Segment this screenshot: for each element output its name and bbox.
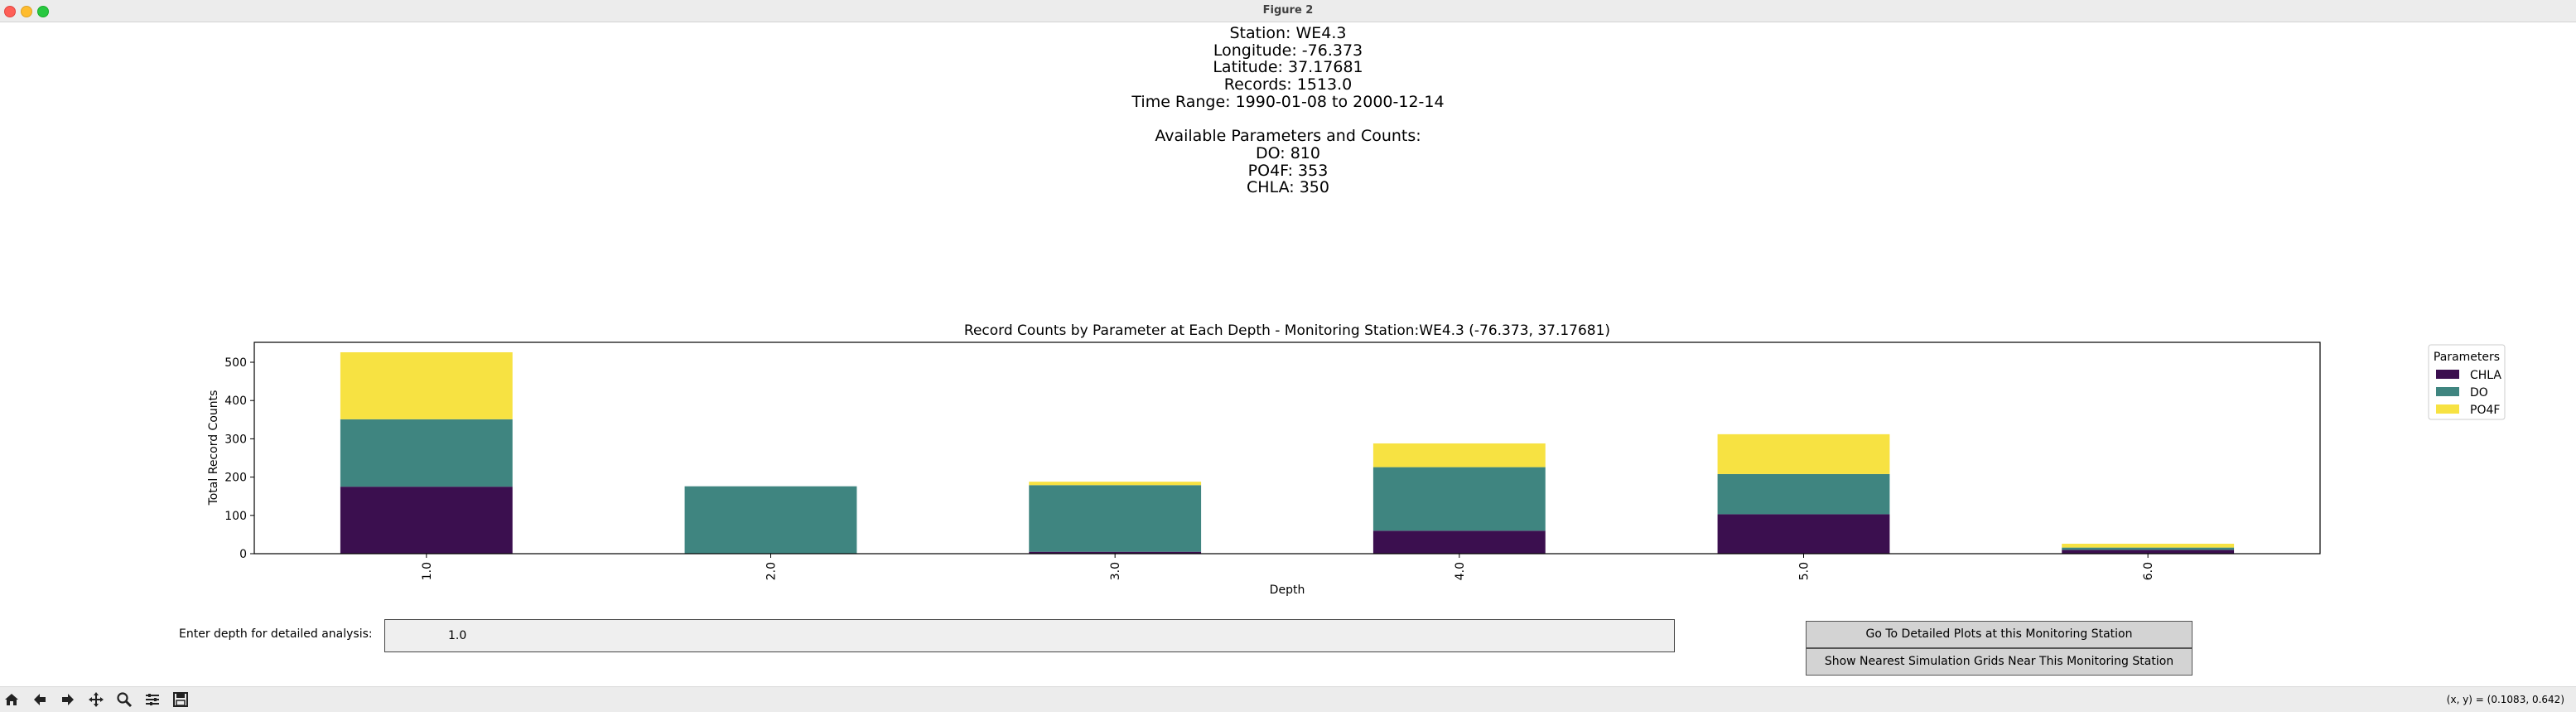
y-tick-label: 0 (239, 548, 247, 561)
record-counts-chart: Record Counts by Parameter at Each Depth… (207, 322, 2506, 597)
x-tick-label: 6.0 (2142, 562, 2155, 580)
param-count-po4f: PO4F: 353 (1247, 161, 1329, 180)
window-title: Figure 2 (1262, 4, 1314, 17)
bar-po4f-depth-6.0 (2062, 543, 2235, 548)
minimize-window-button[interactable] (21, 6, 32, 17)
x-tick-label: 3.0 (1109, 562, 1122, 580)
x-tick-label: 1.0 (421, 562, 434, 580)
bar-po4f-depth-5.0 (1717, 433, 1890, 474)
save-icon[interactable] (171, 690, 191, 709)
legend-label-chla: CHLA (2470, 369, 2501, 382)
records-line: Records: 1513.0 (1223, 75, 1353, 94)
y-tick-label: 500 (224, 356, 247, 370)
bar-chla-depth-6.0 (2062, 550, 2235, 554)
close-window-button[interactable] (4, 6, 16, 17)
bar-do-depth-3.0 (1029, 485, 1202, 552)
x-tick-label: 4.0 (1454, 562, 1467, 580)
bar-po4f-depth-1.0 (340, 352, 513, 419)
bar-do-depth-4.0 (1372, 467, 1546, 531)
time-range-line: Time Range: 1990-01-08 to 2000-12-14 (1131, 92, 1445, 111)
chart-title: Record Counts by Parameter at Each Depth… (964, 322, 1610, 339)
plot-frame (253, 341, 2321, 555)
bar-chla-depth-3.0 (1029, 551, 1202, 554)
bar-chla-depth-5.0 (1717, 514, 1890, 554)
cursor-coordinates: (x, y) = (0.1083, 0.642) (2446, 694, 2564, 705)
legend-label-do: DO (2470, 386, 2488, 400)
param-count-do: DO: 810 (1256, 143, 1320, 162)
legend: Parameters CHLA DO PO4F (2428, 344, 2506, 420)
bar-do-depth-1.0 (340, 419, 513, 487)
legend-swatch-do (2436, 387, 2459, 396)
bar-do-depth-2.0 (684, 486, 857, 554)
longitude-line: Longitude: -76.373 (1213, 41, 1363, 60)
y-axis-label: Total Record Counts (207, 390, 220, 506)
station-line: Station: WE4.3 (1229, 24, 1347, 42)
window-titlebar: Figure 2 (0, 0, 2576, 22)
x-tick-label: 2.0 (765, 562, 779, 580)
legend-swatch-chla (2436, 370, 2459, 379)
y-tick-label: 100 (224, 510, 247, 523)
home-icon[interactable] (2, 690, 22, 709)
legend-title: Parameters (2434, 351, 2500, 364)
depth-input-label: Enter depth for detailed analysis: (179, 627, 373, 641)
y-axis: 0 100 200 300 400 500 (224, 356, 254, 561)
params-heading: Available Parameters and Counts: (1155, 127, 1421, 146)
bar-chla-depth-4.0 (1372, 530, 1546, 554)
bar-do-depth-5.0 (1717, 473, 1890, 515)
y-tick-label: 200 (224, 472, 247, 485)
detailed-plots-button[interactable]: Go To Detailed Plots at this Monitoring … (1806, 621, 2192, 648)
configure-subplots-icon[interactable] (142, 690, 162, 709)
maximize-window-button[interactable] (37, 6, 49, 17)
back-arrow-icon[interactable] (30, 690, 50, 709)
bar-po4f-depth-3.0 (1029, 482, 1202, 486)
forward-arrow-icon[interactable] (58, 690, 78, 709)
pan-icon[interactable] (86, 690, 106, 709)
x-axis: 1.0 2.0 3.0 4.0 5.0 6.0 (421, 554, 2155, 580)
navigation-toolbar: (x, y) = (0.1083, 0.642) (0, 686, 2576, 712)
param-count-chla: CHLA: 350 (1247, 178, 1329, 197)
zoom-icon[interactable] (114, 690, 134, 709)
y-tick-label: 400 (224, 395, 247, 408)
depth-input[interactable]: 1.0 (384, 619, 1675, 652)
legend-frame (2428, 344, 2506, 420)
bar-po4f-depth-4.0 (1372, 443, 1546, 467)
y-tick-label: 300 (224, 433, 247, 446)
x-tick-label: 5.0 (1798, 562, 1811, 580)
bars-group (340, 352, 2235, 554)
bar-chla-depth-1.0 (340, 487, 513, 554)
legend-swatch-po4f (2436, 404, 2459, 414)
legend-label-po4f: PO4F (2470, 404, 2500, 417)
x-axis-label: Depth (1270, 584, 1305, 597)
station-info: Station: WE4.3 Longitude: -76.373 Latitu… (0, 25, 2576, 196)
bar-do-depth-6.0 (2062, 547, 2235, 550)
latitude-line: Latitude: 37.17681 (1213, 58, 1363, 77)
nearest-grids-button[interactable]: Show Nearest Simulation Grids Near This … (1806, 648, 2192, 676)
